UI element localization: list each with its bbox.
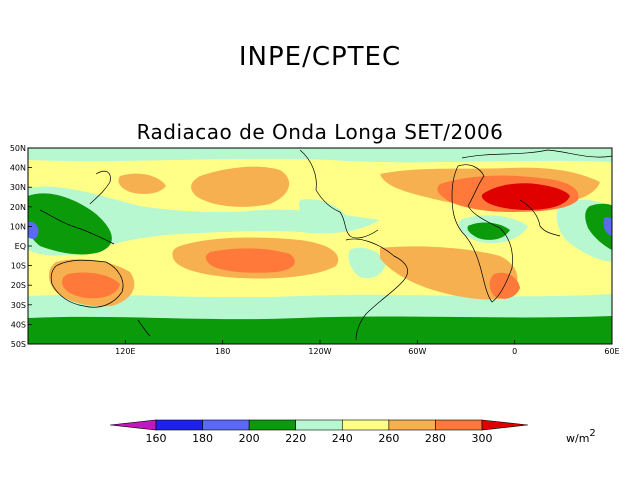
colorbar-level-label: 300 bbox=[472, 432, 493, 445]
lon-label: 60W bbox=[408, 347, 426, 356]
units-label: w/m2 bbox=[566, 428, 596, 445]
coastline-maritime-continent bbox=[39, 209, 115, 245]
olr-region-australia-280 bbox=[62, 272, 120, 299]
lat-label: 10S bbox=[11, 262, 26, 271]
coastline-eurasia bbox=[461, 149, 612, 159]
lat-label: 20S bbox=[11, 281, 26, 290]
olr-region-itcz-220 bbox=[28, 186, 380, 256]
coastline-east-asia bbox=[89, 170, 111, 205]
longitude-axis: 120E 180 120W 60W 0 60E bbox=[115, 340, 620, 356]
colorbar-segment bbox=[435, 419, 483, 431]
lat-label: 20N bbox=[10, 203, 26, 212]
olr-region-arabia-300 bbox=[481, 183, 570, 210]
colorbar-level-label: 160 bbox=[146, 432, 167, 445]
lon-label: 120W bbox=[308, 347, 331, 356]
organization-title: INPE/CPTEC bbox=[238, 42, 402, 72]
lat-label: EQ bbox=[15, 242, 26, 251]
coastlines bbox=[39, 149, 612, 341]
latitude-axis: 50N 40N 30N 20N 10N EQ 10S 20S 30S 40S 50S bbox=[10, 144, 32, 349]
olr-region-south-atlantic-260 bbox=[380, 246, 518, 300]
colorbar-segment bbox=[341, 419, 390, 431]
coastline-arabia bbox=[519, 199, 561, 237]
olr-region-indian-ocean-200 bbox=[585, 203, 612, 250]
olr-region-caribbean-220 bbox=[298, 199, 350, 232]
lon-label: 60E bbox=[604, 347, 619, 356]
colorbar-segment bbox=[202, 419, 250, 431]
lat-label: 30S bbox=[11, 301, 26, 310]
lon-label: 180 bbox=[215, 347, 230, 356]
units-text: w/m bbox=[566, 432, 590, 445]
olr-region-northern-220 bbox=[28, 148, 612, 163]
lat-label: 10N bbox=[10, 222, 26, 231]
colorbar-level-label: 180 bbox=[192, 432, 213, 445]
colorbar-level-label: 200 bbox=[239, 432, 260, 445]
lat-label: 40N bbox=[10, 164, 26, 173]
colorbar-segment bbox=[248, 419, 297, 431]
colorbar-segment-above-max bbox=[481, 419, 529, 431]
olr-region-south-america-220 bbox=[348, 247, 386, 279]
olr-region-indian-ocean-180 bbox=[603, 217, 612, 236]
colorbar-segment bbox=[295, 419, 343, 431]
colorbar-level-label: 260 bbox=[378, 432, 399, 445]
colorbar-level-label: 280 bbox=[425, 432, 446, 445]
coastline-africa bbox=[451, 164, 513, 303]
colorbar-segment-below-min bbox=[109, 419, 157, 431]
lat-label: 50S bbox=[11, 340, 26, 349]
lat-label: 30N bbox=[10, 183, 26, 192]
lon-label: 0 bbox=[512, 347, 517, 356]
colorbar-level-label: 240 bbox=[332, 432, 353, 445]
olr-region-southern-200 bbox=[28, 316, 612, 344]
olr-region-africa-200 bbox=[467, 222, 510, 240]
lon-label: 120E bbox=[115, 347, 135, 356]
olr-region-north-pacific-260 bbox=[191, 166, 290, 207]
colorbar-segment bbox=[388, 419, 436, 431]
lat-label: 40S bbox=[11, 320, 26, 329]
olr-region-south-pacific-280 bbox=[205, 248, 295, 273]
coastline-new-zealand bbox=[137, 319, 151, 337]
coastline-australia bbox=[50, 259, 124, 308]
lat-label: 50N bbox=[10, 144, 26, 153]
coastline-north-america bbox=[299, 149, 379, 239]
map-title: Radiacao de Onda Longa SET/2006 bbox=[136, 120, 504, 144]
colorbar-segment bbox=[155, 419, 203, 431]
olr-region-southern-africa-280 bbox=[489, 272, 520, 299]
olr-region-warm-pool-200 bbox=[28, 193, 112, 255]
olr-region-western-pacific-260 bbox=[118, 173, 166, 194]
colorbar-level-label: 220 bbox=[285, 432, 306, 445]
olr-field bbox=[28, 148, 612, 344]
units-exponent: 2 bbox=[589, 428, 596, 439]
coastline-south-america bbox=[345, 238, 408, 341]
colorbar: 160 180 200 220 240 260 280 300 bbox=[109, 419, 529, 445]
